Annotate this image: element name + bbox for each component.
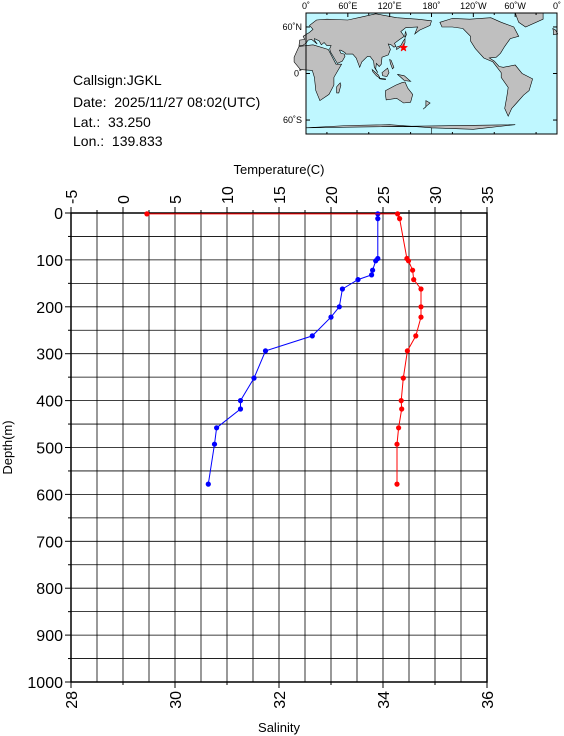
depth-tick-label: 100 xyxy=(36,253,63,270)
salinity-data-point xyxy=(418,304,424,310)
temperature-tick-label: 10 xyxy=(220,186,237,204)
depth-tick-label: 700 xyxy=(36,534,63,551)
temperature-data-point xyxy=(328,314,334,320)
temperature-data-point xyxy=(237,398,244,404)
temperature-tick-label: -5 xyxy=(64,190,81,204)
depth-tick-label: 900 xyxy=(36,628,63,645)
salinity-data-point xyxy=(411,277,417,283)
land-americas xyxy=(439,17,533,117)
temperature-profile-line xyxy=(207,213,379,485)
temperature-data-point xyxy=(336,304,342,310)
salinity-data-point xyxy=(144,211,150,217)
date-label: Date: 2025/11/27 08:02(UTC) xyxy=(73,94,261,110)
chart-series xyxy=(144,211,424,487)
station-marker-icon xyxy=(398,42,409,52)
land-borneo xyxy=(381,67,390,77)
land-newzealand xyxy=(422,100,431,110)
land-eurasia xyxy=(298,13,432,73)
salinity-data-point xyxy=(400,375,406,381)
map-lon-label: 0˚ xyxy=(553,1,561,11)
temperature-data-point xyxy=(205,481,211,487)
salinity-tick-label: 34 xyxy=(376,691,393,709)
salinity-data-point xyxy=(394,441,400,447)
land-sumatra xyxy=(371,68,381,80)
temperature-tick-label: 30 xyxy=(428,186,445,204)
land-sakhalin xyxy=(404,30,407,38)
map-lon-label: 60˚E xyxy=(338,1,357,11)
longitude-label: Lon.: 139.833 xyxy=(73,133,163,149)
temperature-data-point xyxy=(355,277,361,283)
depth-tick-label: 300 xyxy=(36,347,63,364)
temperature-data-point xyxy=(309,333,315,339)
salinity-data-point xyxy=(418,286,424,292)
salinity-data-point xyxy=(397,216,403,222)
depth-tick-label: 1000 xyxy=(27,675,63,692)
temperature-tick-label: 5 xyxy=(168,195,185,204)
depth-tick-label: 600 xyxy=(36,487,63,504)
depth-tick-label: 0 xyxy=(54,206,63,223)
map-lat-label: 60˚N xyxy=(282,22,302,32)
temperature-data-point xyxy=(211,441,218,447)
salinity-data-point xyxy=(399,406,405,412)
temperature-tick-label: 20 xyxy=(324,186,341,204)
temperature-data-point xyxy=(370,267,376,273)
land-australia xyxy=(385,81,414,104)
land-antarctica xyxy=(305,124,516,134)
temperature-axis-label: Temperature(C) xyxy=(233,162,324,177)
salinity-data-point xyxy=(404,348,410,354)
depth-tick-label: 800 xyxy=(36,581,63,598)
temperature-tick-label: 15 xyxy=(272,186,289,204)
salinity-tick-label: 32 xyxy=(272,691,289,709)
land-madagascar xyxy=(336,82,342,94)
map-lon-label: 60˚W xyxy=(504,1,526,11)
temperature-data-point xyxy=(214,425,220,431)
temperature-data-point xyxy=(373,258,379,264)
map-lon-label: 120˚W xyxy=(460,1,487,11)
depth-tick-label: 400 xyxy=(36,394,63,411)
chart-axes: 01002003004005006007008009001000Depth(m)… xyxy=(0,162,497,735)
depth-tick-label: 200 xyxy=(36,300,63,317)
salinity-data-point xyxy=(410,267,416,273)
temperature-tick-label: 0 xyxy=(116,195,133,204)
salinity-data-point xyxy=(405,258,412,264)
chart-grid xyxy=(71,213,487,682)
depth-tick-label: 500 xyxy=(36,441,63,458)
temperature-data-point xyxy=(262,348,269,354)
salinity-axis-label: Salinity xyxy=(258,720,300,735)
map-lat-label: 60˚S xyxy=(283,115,302,125)
land-java xyxy=(378,77,386,81)
salinity-tick-label: 30 xyxy=(168,691,185,709)
salinity-data-point xyxy=(418,314,424,320)
land-newguinea xyxy=(397,74,412,82)
salinity-data-point xyxy=(396,425,402,431)
location-map: 0˚ 60˚E 120˚E 180˚ 120˚W 60˚W 0˚ 60˚N 0˚ 60˚S xyxy=(282,1,561,135)
map-lat-label: 0˚ xyxy=(294,69,302,79)
temperature-data-point xyxy=(251,375,257,381)
map-lon-label: 0˚ xyxy=(302,1,310,11)
temperature-data-point xyxy=(375,216,381,222)
depth-axis-label: Depth(m) xyxy=(0,420,15,474)
temperature-tick-label: 35 xyxy=(480,186,497,204)
map-lon-label: 180˚ xyxy=(422,1,440,11)
map-lon-label: 120˚E xyxy=(378,1,402,11)
salinity-tick-label: 36 xyxy=(480,691,497,709)
salinity-tick-label: 28 xyxy=(64,691,81,709)
salinity-data-point xyxy=(394,481,400,487)
salinity-data-point xyxy=(398,398,404,404)
temperature-tick-label: 25 xyxy=(376,186,393,204)
temperature-data-point xyxy=(237,406,244,412)
latitude-label: Lat.: 33.250 xyxy=(73,114,151,130)
callsign-label: Callsign:JGKL xyxy=(73,72,162,88)
temperature-data-point xyxy=(339,286,345,292)
salinity-data-point xyxy=(413,333,419,339)
land-philippines xyxy=(389,58,395,70)
salinity-profile-line xyxy=(146,213,422,485)
salinity-data-point xyxy=(395,211,401,217)
temperature-data-point xyxy=(369,272,375,278)
